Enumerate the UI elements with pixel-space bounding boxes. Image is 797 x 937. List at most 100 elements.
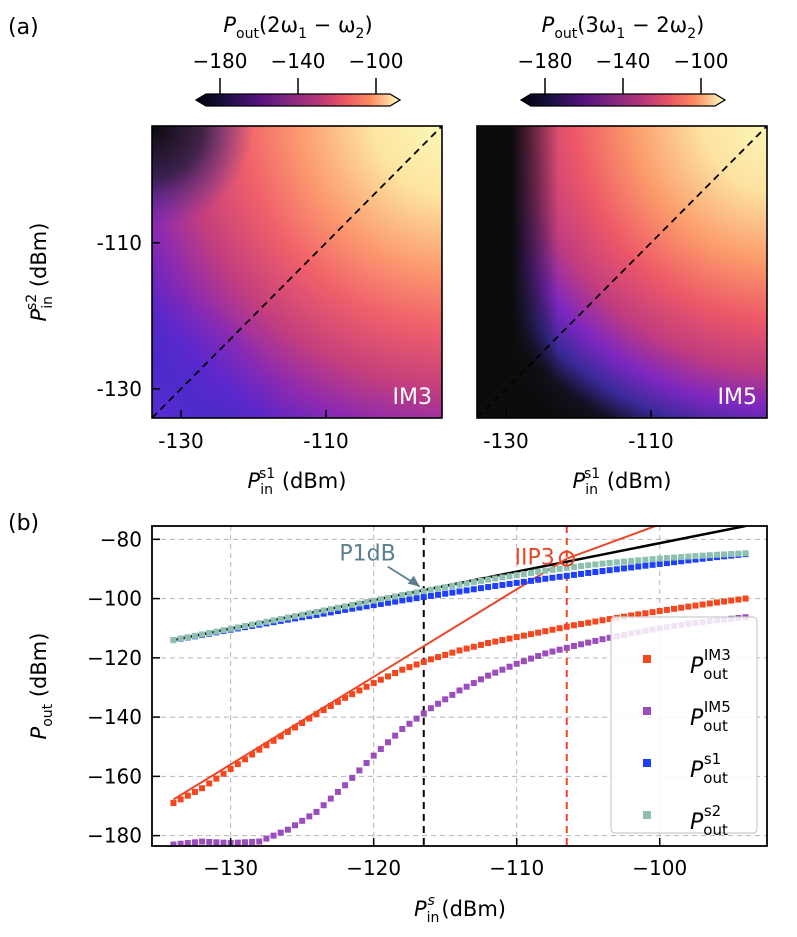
marker-IM3-1-3 — [220, 770, 227, 777]
heatmap-im3-ticks: -130 -110 -130 -110 — [97, 231, 349, 453]
marker-IM5-1-0 — [199, 838, 206, 845]
marker-IM3-2-2 — [241, 756, 248, 763]
colorbar-im3-title: Pout(2ω1 − ω2) — [223, 13, 372, 42]
marker-IM5-13-3 — [563, 644, 570, 651]
marker-IM3-7-2 — [384, 673, 391, 680]
marker-IM5-14-2 — [585, 639, 592, 646]
marker-IM5-7-2 — [384, 739, 391, 746]
marker-s2-16-1 — [635, 557, 642, 564]
colorbar-im5-title-sub1: 1 — [616, 26, 625, 42]
marker-IM5-1-1 — [206, 838, 213, 845]
marker-IM3-14-1 — [578, 621, 585, 627]
marker-s1-16-1 — [635, 563, 642, 570]
marker-IM3-14-2 — [585, 619, 592, 626]
colorbar-im5-bar — [519, 93, 727, 107]
marker-s2-19-3 — [735, 550, 742, 557]
marker-IM3-14-0 — [570, 622, 577, 629]
marker-IM3-13-0 — [542, 628, 549, 635]
marker-IM5-12-0 — [513, 660, 520, 667]
ytick-label-4: −100 — [87, 587, 142, 611]
marker-s2-5-1 — [320, 607, 327, 614]
marker-IM3-16-3 — [649, 609, 656, 616]
marker-IM3-0-3 — [191, 788, 198, 795]
marker-s2-4-2 — [299, 611, 306, 618]
heatmap-im5-xlabel: Pins1 (dBm) — [573, 466, 672, 498]
marker-s2-2-2 — [241, 623, 248, 629]
marker-IM5-7-0 — [370, 752, 377, 759]
marker-IM3-11-3 — [506, 635, 513, 642]
colorbar-im3-tick-2: −140 — [271, 49, 326, 73]
marker-IM3-0-0 — [170, 800, 177, 807]
marker-s1-7-0 — [370, 602, 377, 609]
colorbar-im5-title-sub2: 2 — [687, 26, 696, 42]
plot-b-xlabel-unit: (dBm) — [435, 897, 506, 921]
marker-IM3-1-1 — [206, 780, 213, 787]
iip3-marker — [558, 550, 575, 567]
marker-s2-6-1 — [349, 601, 356, 608]
marker-IM3-3-0 — [256, 746, 263, 753]
marker-s2-6-3 — [363, 599, 370, 606]
marker-IM3-3-1 — [263, 742, 270, 749]
plot-b-ylabel-unit: (dBm) — [27, 633, 51, 704]
marker-s2-4-0 — [284, 614, 291, 621]
plot-b-ylabel-main: P — [27, 726, 51, 739]
marker-IM5-13-0 — [542, 650, 549, 657]
xtick-label-1: −120 — [346, 856, 401, 880]
marker-s1-15-1 — [606, 567, 613, 574]
marker-IM3-11-2 — [499, 637, 506, 644]
marker-s1-7-1 — [377, 600, 384, 607]
marker-IM3-17-1 — [663, 606, 670, 613]
colorbar-im5-tick-1: −180 — [518, 49, 573, 73]
marker-IM5-11-0 — [485, 672, 492, 679]
marker-s1-11-0 — [485, 584, 492, 591]
marker-IM5-12-1 — [520, 658, 527, 665]
marker-IM3-6-1 — [349, 691, 356, 698]
marker-s1-10-2 — [470, 586, 477, 593]
marker-s2-8-3 — [420, 588, 427, 595]
marker-IM3-0-1 — [177, 796, 184, 803]
marker-s1-6-3 — [363, 603, 370, 610]
marker-IM5-2-1 — [234, 839, 241, 846]
marker-IM5-9-3 — [449, 691, 456, 698]
marker-IM5-8-0 — [399, 725, 406, 732]
marker-IM3-7-3 — [392, 670, 399, 677]
marker-IM3-7-0 — [370, 680, 377, 687]
marker-s2-18-3 — [706, 552, 713, 559]
marker-IM3-12-3 — [535, 629, 542, 636]
heatmap-im5-xlabel-sub: in — [585, 482, 598, 498]
p1db-label: P1dB — [339, 542, 395, 567]
marker-s2-1-1 — [206, 630, 213, 637]
marker-IM3-18-1 — [692, 602, 699, 609]
marker-IM3-8-2 — [413, 661, 420, 668]
marker-IM5-3-1 — [263, 835, 270, 842]
marker-IM3-4-1 — [292, 724, 299, 731]
marker-s1-16-3 — [649, 561, 656, 568]
marker-s2-11-1 — [492, 575, 499, 582]
heatmap-im3-ylabel: Pins2 (dBm) — [24, 223, 56, 322]
marker-s2-9-0 — [427, 586, 434, 593]
marker-s1-17-3 — [678, 558, 685, 565]
marker-IM3-6-2 — [356, 687, 363, 694]
marker-IM3-end — [742, 595, 749, 602]
marker-IM3-10-2 — [470, 643, 477, 650]
marker-IM3-2-1 — [234, 761, 241, 768]
marker-IM5-1-2 — [213, 839, 220, 846]
marker-s2-6-2 — [356, 600, 363, 607]
marker-s2-2-0 — [227, 625, 234, 632]
marker-IM5-15-1 — [606, 634, 613, 641]
marker-s1-5-2 — [327, 609, 334, 616]
marker-s2-5-0 — [313, 608, 320, 615]
marker-IM5-8-2 — [413, 715, 420, 722]
marker-IM3-10-3 — [477, 641, 484, 648]
marker-s2-13-0 — [542, 567, 549, 574]
marker-s2-6-0 — [342, 603, 349, 610]
marker-s2-17-1 — [663, 555, 670, 562]
marker-s2-14-0 — [570, 563, 577, 570]
marker-s1-8-2 — [413, 595, 420, 602]
colorbar-im3-title-main: P — [223, 13, 236, 37]
marker-s2-0-1 — [177, 635, 184, 642]
colorbar-im5-title: Pout(3ω1 − 2ω2) — [542, 13, 705, 42]
marker-s2-18-0 — [685, 553, 692, 560]
marker-IM5-6-2 — [356, 767, 363, 774]
marker-IM5-14-1 — [578, 641, 585, 648]
